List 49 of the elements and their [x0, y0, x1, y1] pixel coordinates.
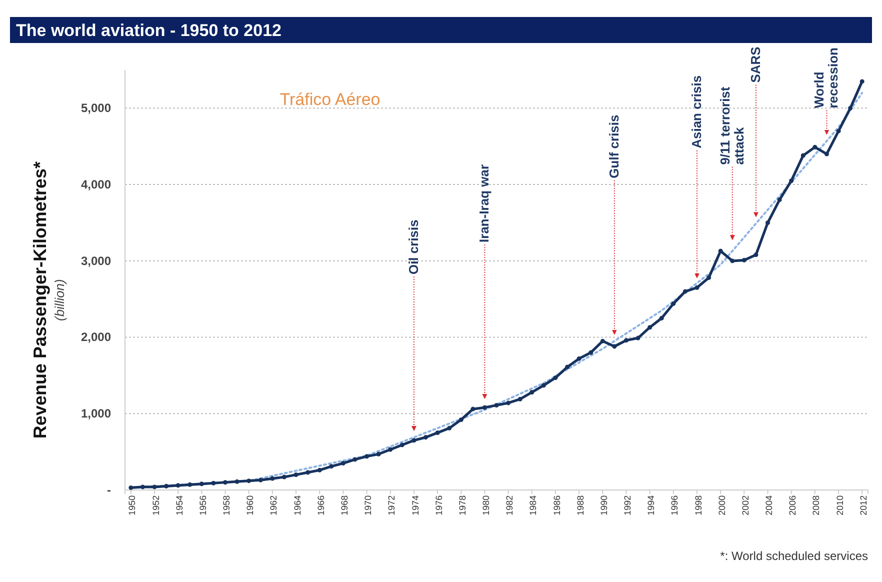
x-tick-label: 1972 [386, 495, 397, 516]
x-tick-label: 1970 [363, 495, 374, 516]
x-tick-label: 2000 [716, 495, 727, 516]
x-tick-label: 1978 [457, 495, 468, 516]
text: Tráfico Aéreo [280, 90, 380, 109]
y-tick-label: 2,000 [80, 330, 112, 344]
x-tick-label: 1980 [481, 495, 492, 516]
annotation: Gulf crisis [606, 114, 622, 178]
x-tick-label: 1990 [598, 495, 609, 516]
y-tick-label: - [107, 482, 111, 497]
y-tick-label: 4,000 [80, 177, 112, 192]
x-tick-label: 1968 [339, 495, 350, 516]
x-tick-label: 1966 [316, 495, 326, 516]
x-tick-label: 1974 [410, 495, 420, 516]
annotation: Asian crisis [688, 75, 704, 148]
x-tick-label: 2006 [788, 495, 798, 516]
x-tick-label: 1958 [222, 495, 232, 516]
x-tick-label: 1998 [693, 495, 704, 516]
x-tick-label: 1962 [268, 495, 279, 516]
y-tick-label: 5,000 [80, 101, 112, 116]
annotation: World recession [812, 47, 841, 108]
x-tick-label: 1954 [174, 495, 184, 516]
x-tick-label: 1960 [245, 495, 256, 516]
x-tick-label: 2002 [740, 495, 750, 516]
text: *: World scheduled services [720, 549, 868, 563]
annotation: Oil crisis [406, 220, 421, 275]
y-tick-label: 3,000 [80, 254, 112, 268]
y-tick-label: 1,000 [80, 406, 112, 420]
x-tick-label: 1956 [198, 495, 208, 516]
x-tick-label: 1994 [646, 495, 656, 516]
x-tick-label: 1996 [670, 495, 680, 516]
annotation: Iran-Iraq war [476, 164, 492, 242]
x-tick-label: 1986 [552, 495, 562, 516]
x-tick-label: 2004 [764, 495, 774, 516]
x-tick-label: 1984 [528, 495, 538, 516]
annotation: 9/11 terrorist attack [717, 86, 746, 165]
x-tick-label: 2012 [858, 495, 868, 516]
x-tick-label: 1982 [504, 495, 515, 516]
x-tick-label: 1992 [622, 495, 633, 516]
y-axis-title: Revenue Passenger-Kilometres* (billion) [30, 161, 67, 439]
x-tick-label: 1952 [150, 495, 161, 516]
x-tick-label: 2010 [834, 495, 845, 516]
x-tick-label: 2008 [811, 495, 822, 516]
x-tick-label: 1988 [575, 495, 586, 516]
x-tick-label: 1976 [434, 495, 444, 516]
x-tick-label: 1950 [127, 495, 138, 516]
chart-title: The world aviation - 1950 to 2012 [16, 21, 282, 40]
x-tick-label: 1964 [292, 495, 302, 516]
annotation: SARS [748, 46, 763, 83]
